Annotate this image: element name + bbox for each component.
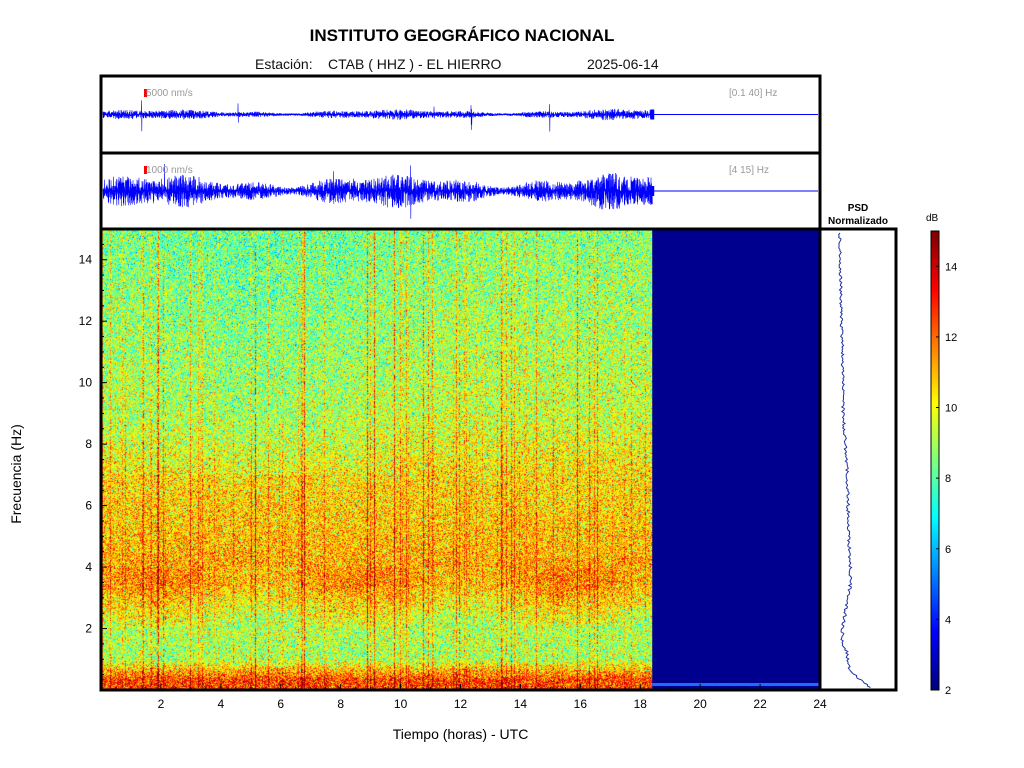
colorbar-tick-label-12: 12 [945,332,957,344]
x-tick-label-20: 20 [693,697,707,711]
colorbar-tick-label-8: 8 [945,473,951,485]
psd-title: PSD Normalizado [820,202,896,228]
y-tick-label-10: 10 [79,376,93,390]
y-tick-label-14: 14 [79,253,93,267]
x-tick-label-14: 14 [514,697,528,711]
seismogram-1-trace [102,100,653,132]
y-tick-label-8: 8 [85,437,92,451]
y-axis-label: Frecuencia (Hz) [8,424,24,524]
seismogram-panel-1 [99,74,822,155]
x-tick-label-18: 18 [634,697,648,711]
y-tick-label-6: 6 [85,499,92,513]
colorbar-label: dB [926,213,939,224]
x-tick-label-24: 24 [813,697,827,711]
date-label: 2025-06-14 [587,56,659,72]
psd-title-line-2: Normalizado [827,216,888,227]
x-tick-label-22: 22 [753,697,767,711]
seismogram-1-scale-bar [144,89,147,97]
spectrogram-no-data-region [652,229,820,690]
colorbar-tick-label-14: 14 [945,261,957,273]
psd-curve [838,232,871,688]
x-tick-label-8: 8 [337,697,344,711]
station-prefix: Estación: [255,56,313,72]
x-tick-label-16: 16 [574,697,588,711]
seismogram-1-scale-label: 5000 nm/s [146,88,193,99]
y-tick-label-4: 4 [85,560,92,574]
spectrogram-bottom-band [652,683,820,686]
seismogram-2-scale-label: 1000 nm/s [146,165,193,176]
seismogram-2-scale-bar [144,166,147,174]
colorbar-tick-label-2: 2 [945,685,951,697]
x-tick-label-6: 6 [277,697,284,711]
figure-title: INSTITUTO GEOGRÁFICO NACIONAL [309,26,615,45]
colorbar-image [931,231,939,690]
y-tick-label-2: 2 [85,622,92,636]
seismogram-2-filter-label: [4 15] Hz [729,165,769,176]
x-tick-label-10: 10 [394,697,408,711]
psd-panel [818,227,898,692]
colorbar-tick-label-10: 10 [945,403,957,415]
spectrogram-image [102,230,653,689]
seismogram-1-filter-label: [0.1 40] Hz [729,88,777,99]
psd-frame [818,227,898,692]
x-tick-label-2: 2 [158,697,165,711]
colorbar-panel: 2 4 6 8 10 12 14 [930,230,957,697]
y-tick-label-12: 12 [79,314,93,328]
station-label: CTAB ( HHZ ) - EL HIERRO [328,56,502,72]
x-axis-label: Tiempo (horas) - UTC [392,726,529,742]
colorbar-tick-label-4: 4 [945,614,951,626]
colorbar-tick-label-6: 6 [945,544,951,556]
seismogram-2-trace [102,163,653,219]
colorbar-frame [930,230,940,691]
seismogram-panel-2 [99,151,822,231]
x-tick-label-12: 12 [454,697,468,711]
x-tick-label-4: 4 [217,697,224,711]
psd-title-line-1: PSD [847,203,869,214]
